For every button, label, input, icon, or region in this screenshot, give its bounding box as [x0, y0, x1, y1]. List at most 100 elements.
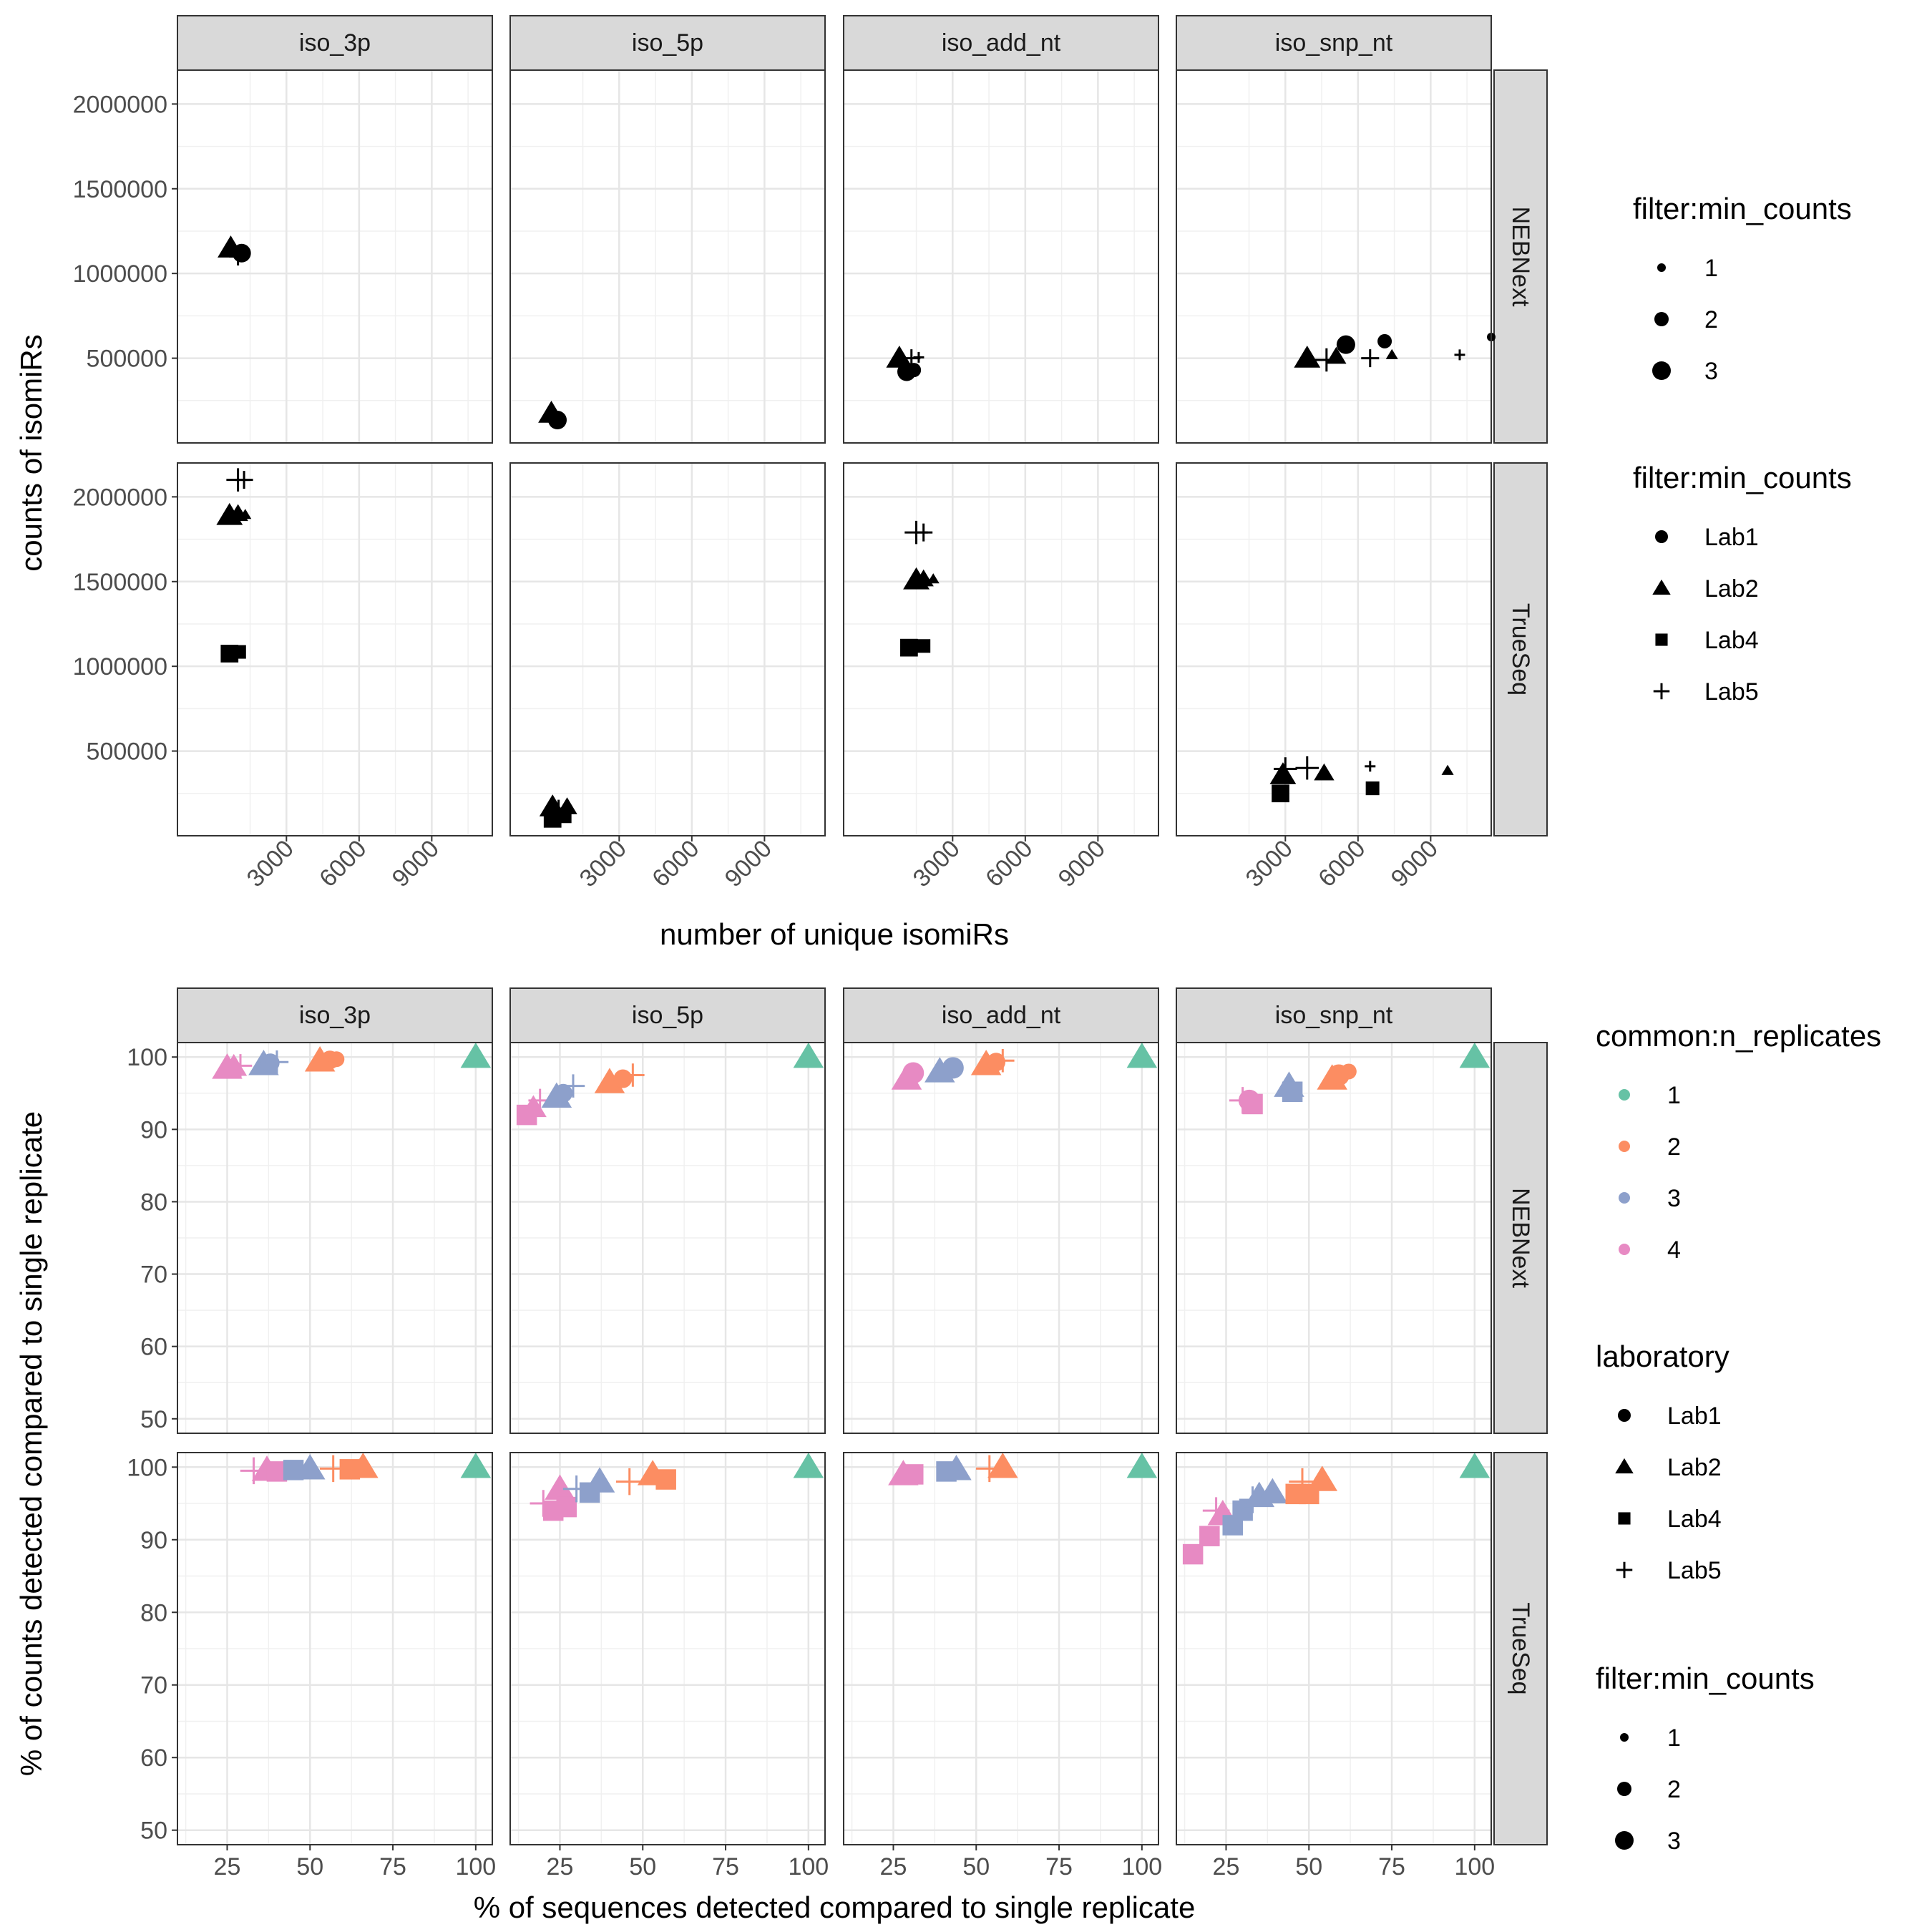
x-tick-label: 100 [1121, 1853, 1162, 1880]
data-point [556, 1496, 577, 1518]
panel-border [509, 462, 826, 836]
panel-background [1176, 463, 1491, 836]
panel-border [843, 1452, 1159, 1845]
panel-iso_3p-TrueSeq [177, 462, 493, 836]
data-point [594, 1068, 625, 1093]
facet-label-iso_add_nt: iso_add_nt [942, 29, 1061, 57]
data-point [545, 1474, 575, 1500]
legend-bottom-shape-title: laboratory [1596, 1340, 1729, 1373]
facet-strip-iso_add_nt [843, 15, 1159, 71]
panel-border [509, 1452, 826, 1845]
data-point [229, 248, 248, 265]
panel-iso_3p-TrueSeq [177, 1452, 493, 1845]
legend-top-size-label: 1 [1704, 255, 1718, 282]
y-tick-label: 2000000 [73, 484, 167, 511]
y-tick-label: 1000000 [73, 260, 167, 288]
panel-border [1176, 1042, 1492, 1434]
facet-label-iso_snp_nt: iso_snp_nt [1275, 1002, 1393, 1029]
data-point [1289, 1468, 1316, 1496]
panel-iso_5p-NEBNext [509, 1042, 826, 1434]
legend-bottom-shape-key [1618, 1409, 1631, 1422]
data-point [1336, 335, 1355, 354]
panel-iso_3p-NEBNext [177, 69, 493, 444]
legend-top-size-label: 3 [1704, 358, 1718, 385]
panel-iso_3p-NEBNext [177, 1042, 493, 1434]
legend-bottom-size-label: 1 [1667, 1724, 1681, 1752]
data-point [991, 1049, 1015, 1073]
x-tick-label: 25 [880, 1853, 907, 1880]
data-point [1182, 1543, 1204, 1565]
data-point [551, 414, 566, 429]
legend-bottom-shape-key [1618, 1512, 1631, 1525]
data-point [1295, 756, 1319, 780]
x-tick-label: 75 [1045, 1853, 1073, 1880]
facet-label-iso_5p: iso_5p [632, 29, 703, 57]
facet-strip-NEBNext [1493, 69, 1548, 444]
data-point [1385, 348, 1398, 359]
legend-bottom-color-key [1619, 1141, 1630, 1152]
legend-bottom-size-key [1620, 1733, 1629, 1742]
data-point [1242, 1093, 1263, 1115]
data-point [793, 1042, 824, 1068]
x-tick-label: 100 [788, 1853, 829, 1880]
panel-iso_add_nt-NEBNext [843, 69, 1159, 444]
x-tick-label: 50 [962, 1853, 990, 1880]
legend-top-size-key [1657, 263, 1666, 272]
data-point [987, 1053, 1006, 1072]
facet-strip-TrueSeq [1493, 1452, 1548, 1845]
y-tick-label: 60 [140, 1334, 167, 1361]
x-tick-label: 6000 [647, 835, 704, 892]
data-point [913, 351, 924, 363]
legend-bottom-shape-key [1616, 1561, 1633, 1579]
data-point [1307, 1465, 1338, 1491]
panel-iso_snp_nt-TrueSeq [1176, 1452, 1492, 1845]
data-point [903, 1464, 924, 1485]
data-point [584, 1467, 615, 1493]
x-tick-label: 6000 [1313, 835, 1370, 892]
x-tick-label: 3000 [908, 835, 965, 892]
y-tick-label: 1500000 [73, 569, 167, 596]
y-tick-label: 1000000 [73, 653, 167, 680]
panel-border [843, 462, 1159, 836]
legend-top-shape-title: filter:min_counts [1633, 461, 1852, 494]
legend-bottom-color-key [1619, 1192, 1630, 1204]
data-point [621, 1063, 645, 1087]
x-tick-label: 3000 [242, 835, 299, 892]
facet-strip-iso_5p [509, 987, 826, 1043]
facet-strip-iso_3p [177, 15, 493, 71]
data-point [348, 1453, 379, 1478]
x-tick-label: 3000 [1241, 835, 1298, 892]
panel-background [510, 70, 825, 443]
x-tick-label: 6000 [980, 835, 1038, 892]
y-tick-label: 80 [140, 1599, 167, 1626]
data-point [1361, 349, 1380, 368]
bottom-chart: iso_3p iso_5p iso_add_nt iso_snp_nt NEBNext 5… [14, 987, 1548, 1924]
y-tick-label: 50 [140, 1406, 167, 1433]
panel-border [1176, 462, 1492, 836]
panel-border [843, 1042, 1159, 1434]
y-tick-label: 100 [127, 1044, 167, 1071]
legend-top-shape-label: Lab2 [1704, 575, 1759, 602]
data-point [1257, 1478, 1288, 1504]
legend-bottom-size-label: 2 [1667, 1776, 1681, 1803]
y-tick-label: 70 [140, 1672, 167, 1699]
legend-top-size-key [1654, 312, 1669, 326]
data-point [1274, 757, 1297, 781]
facet-strip-iso_snp_nt [1176, 987, 1492, 1043]
panel-border [177, 462, 493, 836]
data-point [460, 1453, 492, 1478]
legend-top-shape-key [1652, 579, 1671, 595]
facet-strip-iso_add_nt [843, 987, 1159, 1043]
legend-top-size-label: 2 [1704, 306, 1718, 333]
facet-label-NEBNext: NEBNext [1507, 207, 1534, 307]
y-axis-title: % of counts detected compared to single … [14, 1111, 48, 1776]
legend-bottom-size-title: filter:min_counts [1596, 1662, 1815, 1695]
panel-border [177, 69, 493, 444]
data-point [1126, 1042, 1158, 1068]
facet-label-iso_5p: iso_5p [632, 1002, 703, 1029]
legend-bottom-shape-key [1615, 1458, 1634, 1474]
data-point [1459, 1453, 1491, 1478]
panel-iso_add_nt-TrueSeq [843, 462, 1159, 836]
panel-iso_snp_nt-TrueSeq [1176, 462, 1492, 836]
legend-bottom-color-label: 2 [1667, 1133, 1681, 1161]
